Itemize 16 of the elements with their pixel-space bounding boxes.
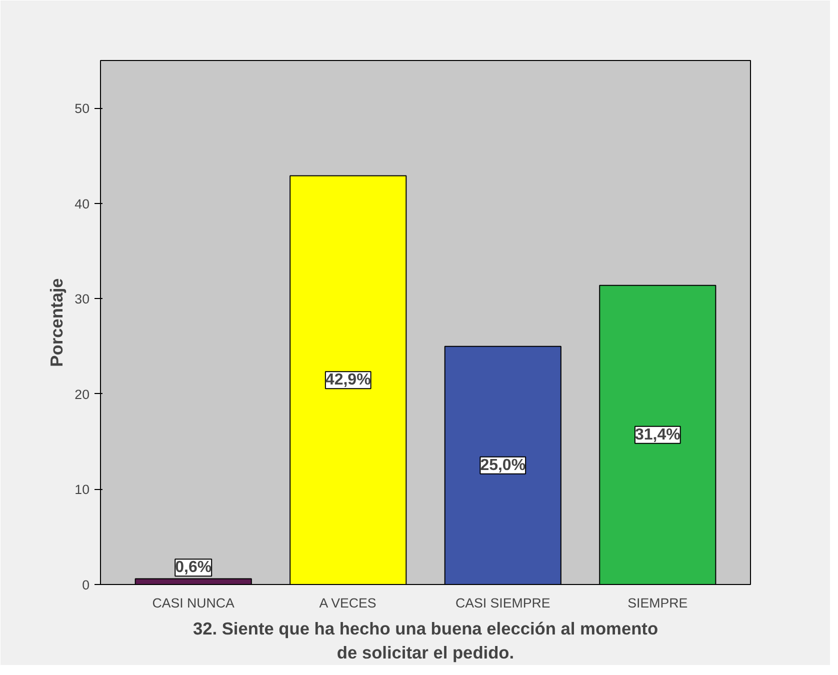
y-axis-title: Porcentaje (46, 278, 67, 367)
y-tick-label: 10 (74, 482, 90, 498)
data-label: 31,4% (634, 426, 680, 444)
y-tick-label: 50 (74, 101, 90, 116)
y-tick-label: 0 (82, 578, 90, 592)
y-tick-label: 30 (74, 292, 90, 307)
x-tick-label: CASI SIEMPRE (455, 596, 550, 610)
x-tick-label: SIEMPRE (628, 596, 688, 610)
bar (444, 346, 562, 584)
x-tick-label: A VECES (319, 596, 376, 610)
bar (599, 284, 716, 584)
x-axis-title: 32. Siente que ha hecho una buena elección al momento de solicitar el pedido. (192, 618, 658, 662)
y-tick-label: 40 (74, 196, 90, 212)
bar (290, 175, 407, 584)
x-tick-label: CASI NUNCA (152, 596, 235, 610)
y-tick-label: 20 (74, 386, 90, 402)
